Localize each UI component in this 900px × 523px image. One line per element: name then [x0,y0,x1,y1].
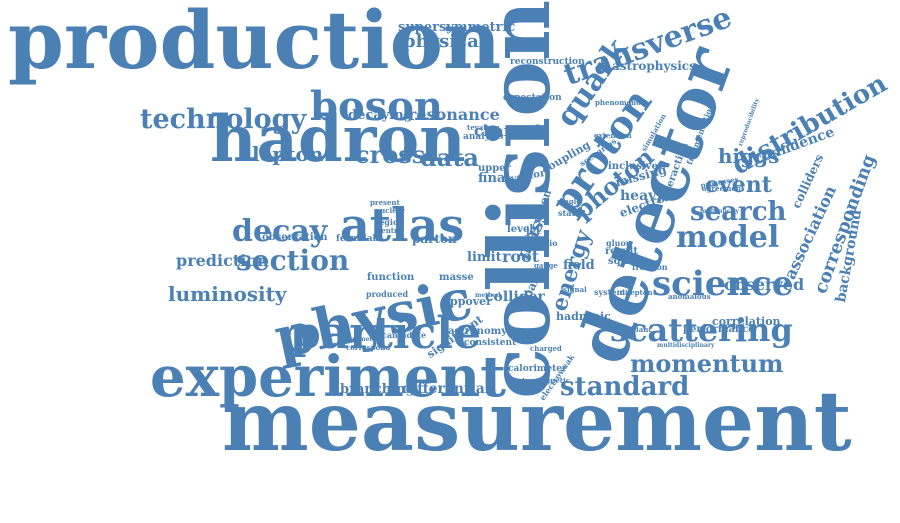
cloud-word-function: function [367,271,415,283]
cloud-word-signal: signal [563,285,587,295]
cloud-word-channel: channel [474,121,541,140]
cloud-word-level: level [507,223,534,235]
cloud-word-system: system [594,287,625,298]
cloud-word-hadronic: hadronic [556,309,611,323]
cloud-word-astronomy: astronomy [448,325,507,337]
cloud-word-momentum: momentum [630,349,784,379]
cloud-word-limit: limit [467,250,502,266]
cloud-word-state: state [558,208,581,219]
cloud-word-event: event [705,171,772,198]
cloud-word-agreement: agreement [702,184,745,194]
cloud-word-masse: masse [439,271,474,283]
cloud-word-correspond: correspond [346,343,391,353]
cloud-word-squark: squark [608,255,647,267]
cloud-word-parameter: parameter [344,336,380,344]
cloud-word-collider: collider [485,288,545,305]
cloud-word-invariant: invariant [616,325,652,335]
cloud-word-gluon: gluon [606,238,632,249]
cloud-word-reconstruction: reconstruction [510,56,585,67]
cloud-word-centre: centre [377,226,403,236]
cloud-word-anomalous: anomalous [668,292,711,302]
cloud-word-decaying: decaying [348,108,413,124]
cloud-word-cross: cross [355,140,426,170]
cloud-word-dilepton: dilepton [620,288,653,298]
cloud-word-branching: branching [340,382,415,398]
cloud-word-extension: extension [594,131,632,141]
cloud-word-ppover: ppover [450,294,492,308]
cloud-word-standard: standard [560,371,690,402]
cloud-word-candidate: candidate [382,330,427,341]
cloud-word-analysis: analysis [463,131,504,142]
cloud-word-method: method [475,292,501,300]
cloud-word-multiplicity: multiplicity [700,208,739,216]
cloud-word-supersymmetric: supersymmetric [398,20,516,36]
cloud-word-decay: decay [232,214,328,250]
cloud-word-science: science [652,264,794,305]
cloud-word-performance: performance [683,323,755,335]
cloud-word-phenomenon: phenomenon [595,98,646,108]
cloud-word-charged: charged [530,344,562,354]
cloud-word-fermilab: fermilab [336,233,379,244]
cloud-word-luminosity: luminosity [168,281,287,306]
cloud-word-data: data [420,143,479,173]
cloud-word-prediction: prediction [176,250,269,270]
cloud-word-tevatron: tevatron [467,123,500,133]
cloud-word-consistent: consistent [464,337,517,348]
cloud-word-result: result [605,245,638,257]
cloud-word-fraction: fraction [632,262,668,273]
cloud-word-hadron: hadron [210,101,466,177]
cloud-word-atlas: atlas [340,198,465,253]
cloud-word-resonance: resonance [408,104,500,124]
cloud-word-model: model [676,220,780,256]
cloud-word-search: search [690,196,787,227]
cloud-word-differential: differential [402,380,491,397]
cloud-word-field: field [563,258,595,274]
cloud-word-technology: technology [140,103,307,135]
cloud-word-higgs: higgs [718,143,780,168]
cloud-word-present: present [370,198,400,208]
cloud-word-correlation: correlation [712,314,781,328]
cloud-word-scattering: scattering [610,310,793,349]
cloud-word-single: single [557,197,581,207]
cloud-word-jet: jet [526,225,541,237]
cloud-word-observed: observed [724,274,805,294]
cloud-word-heavy: heavy [620,187,665,204]
cloud-word-lepton: lepton [252,141,324,166]
cloud-word-expectation: expectation [503,92,562,103]
cloud-word-parton: parton [412,232,457,247]
cloud-word-ratio: ratio [536,238,558,249]
cloud-word-section: section [236,244,350,278]
cloud-word-produced: produced [366,289,409,300]
cloud-word-root: root [502,246,540,266]
cloud-word-upper: upper [478,162,511,174]
cloud-word-measurement: measurement [222,373,852,470]
cloud-word-final: final [478,171,511,187]
cloud-word-particle: particle [290,307,481,359]
cloud-word-boson: boson [310,83,443,131]
cloud-word-experiment: experiment [150,344,507,411]
cloud-word-inclusive: inclusive [608,160,658,172]
cloud-word-calorimeter: calorimeter [508,363,567,374]
cloud-word-nuclear: nuclear [375,206,405,216]
cloud-word-observation: observation [262,231,328,243]
cloud-word-gauge: gauge [534,261,558,271]
cloud-word-astrophysics: astrophysics [612,59,696,74]
cloud-word-production: production [8,0,502,87]
cloud-word-multidisciplinary: multidisciplinary [657,342,715,350]
cloud-word-physical: physical [403,31,486,53]
cloud-word-region: region [375,217,405,228]
cloud-word-electromagnetic: electromagnetic [506,376,570,386]
